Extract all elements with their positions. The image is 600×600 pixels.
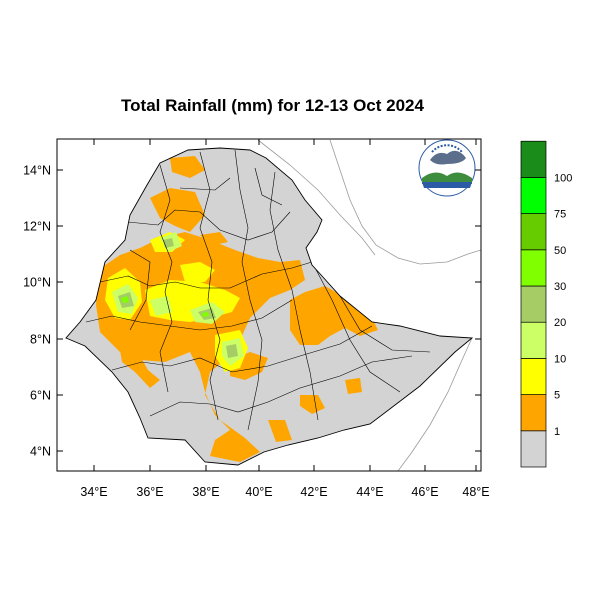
colorbar-label: 100 — [554, 172, 572, 184]
colorbar: 1 5 10 20 30 50 75 100 — [520, 140, 572, 468]
neighbour-coastlines — [257, 139, 481, 471]
x-tick-label: 36°E — [136, 485, 163, 499]
colorbar-label: 30 — [554, 281, 566, 293]
ethiopia-border — [65, 147, 474, 466]
colorbar-swatch — [520, 213, 547, 251]
colorbar-swatch — [520, 394, 547, 432]
colorbar-swatch — [520, 430, 547, 468]
y-tick-label: 12°N — [23, 220, 51, 234]
y-axis: 14°N 12°N 10°N 8°N 6°N 4°N — [23, 164, 481, 459]
colorbar-swatch — [520, 358, 547, 395]
x-tick-label: 38°E — [192, 485, 219, 499]
x-tick-label: 34°E — [80, 485, 107, 499]
y-tick-label: 10°N — [23, 276, 51, 290]
colorbar-label: 20 — [554, 317, 566, 329]
x-tick-label: 40°E — [245, 485, 272, 499]
x-axis: 34°E 36°E 38°E 40°E 42°E 44°E 46°E 48°E — [80, 139, 490, 499]
y-tick-label: 4°N — [30, 445, 51, 459]
colorbar-swatch — [520, 177, 547, 214]
colorbar-swatch — [520, 321, 547, 359]
colorbar-label: 1 — [554, 426, 560, 438]
admin-borders — [85, 149, 431, 431]
y-tick-label: 8°N — [30, 333, 51, 347]
colorbar-label: 50 — [554, 245, 566, 257]
x-tick-label: 48°E — [462, 485, 489, 499]
colorbar-swatch — [520, 140, 547, 178]
y-tick-label: 6°N — [30, 389, 51, 403]
x-tick-label: 44°E — [356, 485, 383, 499]
rainfall-shading — [96, 156, 378, 462]
colorbar-swatch — [520, 285, 547, 323]
colorbar-label: 10 — [554, 353, 566, 365]
colorbar-label: 5 — [554, 390, 560, 402]
plot-frame — [56, 138, 482, 472]
x-tick-label: 46°E — [411, 485, 438, 499]
colorbar-swatch — [520, 249, 547, 287]
rain-30-50mm — [121, 296, 209, 317]
ethiopia-land — [66, 148, 472, 465]
x-tick-label: 42°E — [300, 485, 327, 499]
agency-logo — [418, 139, 476, 197]
map-title: Total Rainfall (mm) for 12-13 Oct 2024 — [121, 96, 424, 115]
y-tick-label: 14°N — [23, 164, 51, 178]
colorbar-label: 75 — [554, 209, 566, 221]
